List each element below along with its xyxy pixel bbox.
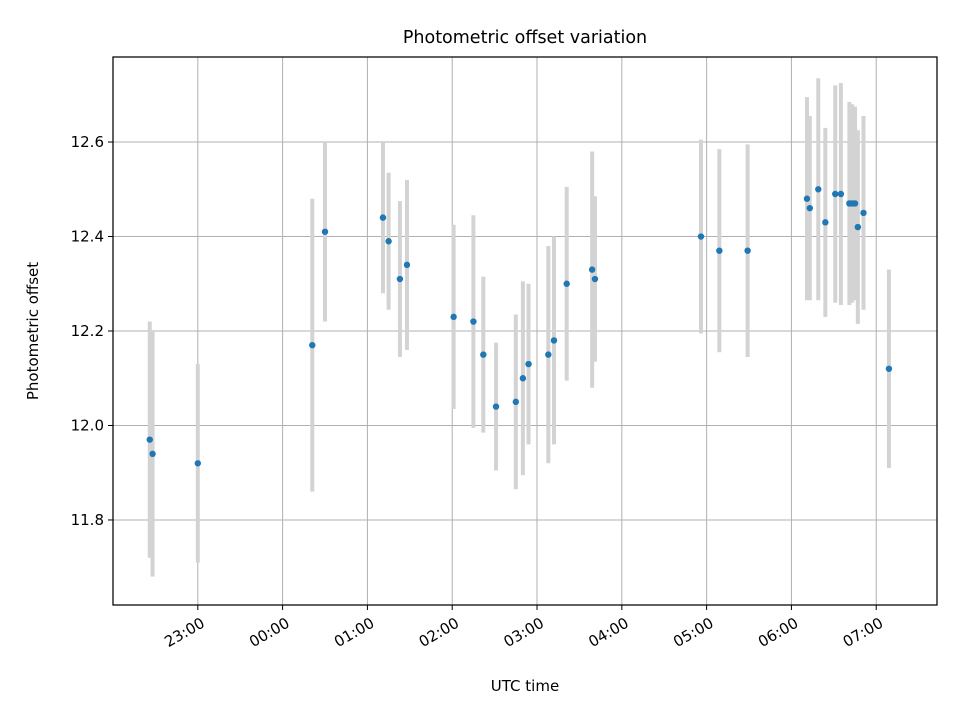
y-tick-label: 12.4 xyxy=(71,228,104,246)
data-point xyxy=(379,214,387,221)
y-tick-label: 11.8 xyxy=(71,511,104,529)
y-axis-label: Photometric offset xyxy=(24,262,42,400)
data-point xyxy=(832,190,839,198)
grid-layer xyxy=(113,57,937,605)
data-point xyxy=(149,450,156,458)
data-point xyxy=(815,186,822,193)
data-point xyxy=(480,351,487,358)
data-point xyxy=(550,337,558,344)
y-tick-label: 12.2 xyxy=(71,322,104,340)
y-tick-label: 12.6 xyxy=(71,133,104,151)
data-point xyxy=(321,228,329,235)
data-point xyxy=(885,365,893,372)
x-axis-label: UTC time xyxy=(491,677,559,695)
data-point xyxy=(385,238,392,245)
data-point xyxy=(591,275,599,283)
data-point xyxy=(563,280,570,287)
data-point xyxy=(806,204,813,212)
data-point xyxy=(588,266,596,273)
chart-title: Photometric offset variation xyxy=(403,28,647,48)
y-tick-label: 12.0 xyxy=(71,416,104,434)
data-point xyxy=(744,247,751,254)
data-point xyxy=(837,190,845,198)
data-point xyxy=(716,247,723,254)
data-point xyxy=(525,360,532,368)
data-point xyxy=(803,195,811,202)
data-point xyxy=(492,403,500,410)
data-point xyxy=(512,398,520,406)
point-layer xyxy=(146,186,893,467)
data-point xyxy=(146,436,153,443)
data-point xyxy=(309,341,316,349)
data-point xyxy=(854,223,862,231)
data-point xyxy=(519,375,527,382)
data-point xyxy=(822,219,829,226)
data-point xyxy=(396,275,404,283)
data-point xyxy=(697,233,705,240)
data-point xyxy=(860,209,867,217)
data-point xyxy=(851,200,859,207)
data-point xyxy=(450,313,457,321)
data-point xyxy=(403,261,411,269)
data-point xyxy=(470,318,477,325)
data-point xyxy=(545,351,552,358)
data-point xyxy=(194,460,202,467)
